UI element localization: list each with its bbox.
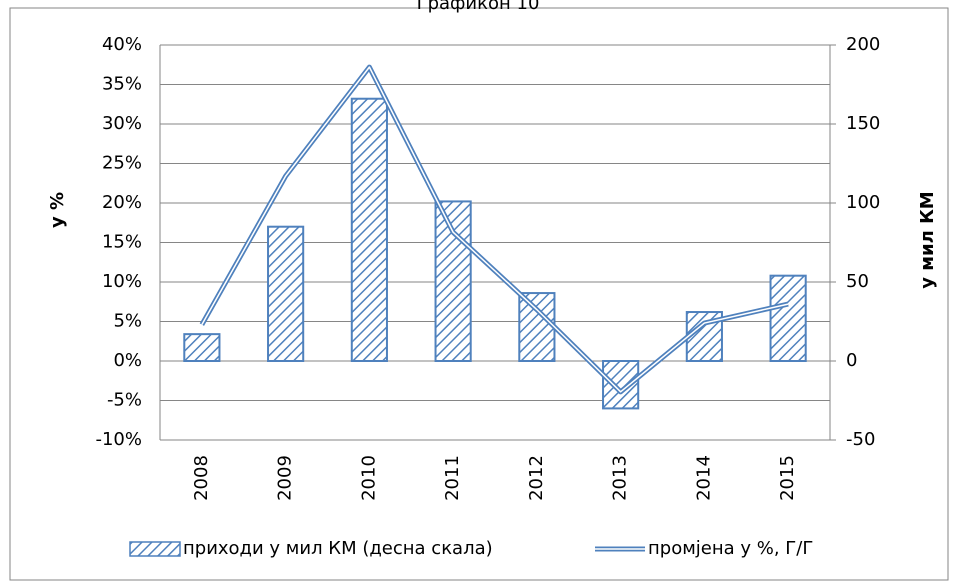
x-tick-label: 2010 — [358, 455, 379, 501]
y-tick-label: 40% — [102, 34, 142, 55]
y-tick-label: 0% — [113, 350, 142, 371]
y-tick-label: 25% — [102, 153, 142, 174]
line-series-inner — [201, 66, 789, 393]
y2-tick-label: 50 — [846, 271, 869, 292]
x-tick-label: 2012 — [526, 455, 547, 501]
bar — [769, 274, 807, 362]
y-tick-label: 5% — [113, 311, 142, 332]
legend-label: промјена у %, Г/Г — [648, 538, 813, 559]
y-tick-label: 15% — [102, 232, 142, 253]
x-tick-label: 2013 — [610, 455, 631, 501]
y-tick-label: 30% — [102, 113, 142, 134]
y-axis-title: у % — [47, 192, 68, 228]
bar — [183, 333, 221, 363]
y2-tick-label: -50 — [846, 429, 875, 450]
y2-tick-label: 100 — [846, 192, 880, 213]
y-tick-label: 20% — [102, 192, 142, 213]
y2-tick-label: 200 — [846, 34, 880, 55]
chart-border — [9, 7, 949, 581]
legend-swatch — [129, 541, 181, 557]
x-tick-label: 2009 — [275, 455, 296, 501]
x-tick-label: 2011 — [442, 455, 463, 501]
y2-tick-label: 0 — [846, 350, 857, 371]
x-tick-label: 2008 — [191, 455, 212, 501]
bar — [350, 97, 388, 362]
y-tick-label: 10% — [102, 271, 142, 292]
legend-label: приходи у мил КМ (десна скала) — [183, 538, 493, 559]
chart-title: Графикон 10 — [417, 0, 540, 14]
y-tick-label: -5% — [107, 390, 142, 411]
x-tick-label: 2014 — [693, 455, 714, 501]
x-tick-label: 2015 — [777, 455, 798, 501]
bar — [434, 200, 472, 362]
y2-axis-title: у мил КМ — [917, 191, 938, 288]
y-tick-label: -10% — [95, 429, 142, 450]
bar — [267, 225, 305, 362]
y2-tick-label: 150 — [846, 113, 880, 134]
bar — [518, 292, 556, 362]
y-tick-label: 35% — [102, 74, 142, 95]
